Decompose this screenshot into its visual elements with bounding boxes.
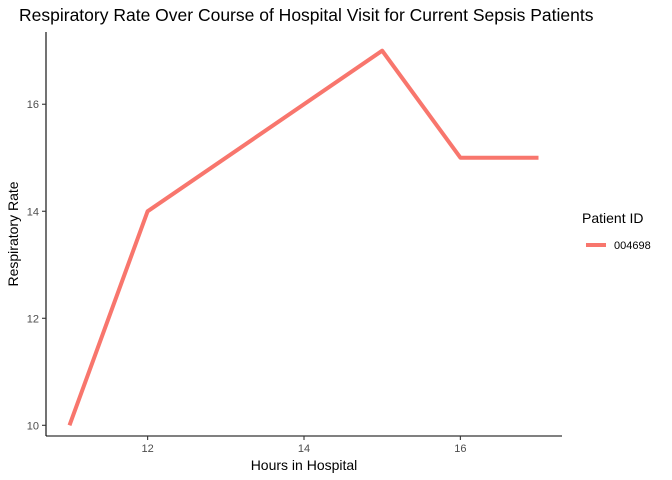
x-tick-label: 12 <box>142 443 154 455</box>
y-tick-label: 12 <box>27 313 39 325</box>
y-tick-label: 16 <box>27 99 39 111</box>
y-tick-label: 10 <box>27 420 39 432</box>
legend-entries: 004698 <box>586 240 651 252</box>
x-tick-label: 14 <box>298 443 310 455</box>
legend-label: 004698 <box>614 240 651 252</box>
legend-title: Patient ID <box>582 210 643 226</box>
chart-title: Respiratory Rate Over Course of Hospital… <box>19 5 594 25</box>
y-ticks: 10 12 14 16 <box>27 99 46 432</box>
legend: Patient ID 004698 <box>582 210 651 252</box>
legend-entry: 004698 <box>586 240 651 252</box>
x-axis-title: Hours in Hospital <box>251 457 358 473</box>
axes: 10 12 14 16 12 14 16 <box>27 32 562 455</box>
series-line-004698 <box>67 48 539 426</box>
series-layer <box>67 48 539 426</box>
y-axis-title: Respiratory Rate <box>5 181 21 286</box>
x-tick-label: 16 <box>454 443 466 455</box>
x-ticks: 12 14 16 <box>142 436 466 455</box>
y-tick-label: 14 <box>27 206 39 218</box>
